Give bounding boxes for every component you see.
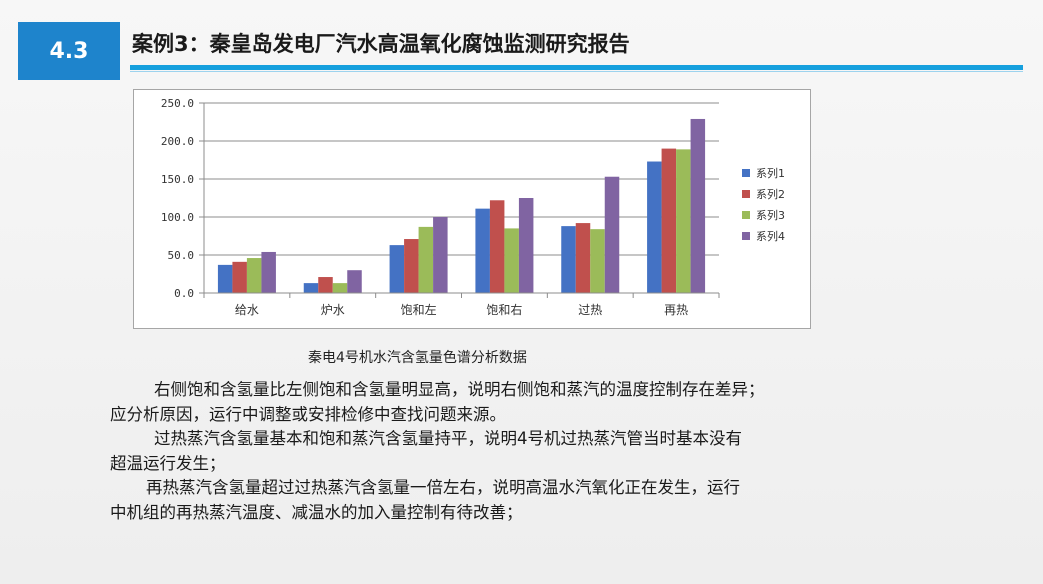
bar-2-4	[489, 200, 505, 293]
bar-2-3	[404, 239, 419, 293]
paragraph-3-line-2: 中机组的再热蒸汽温度、减温水的加入量控制有待改善；	[110, 502, 523, 522]
bar-1-5	[561, 226, 576, 293]
y-tick-label: 250.0	[161, 97, 194, 110]
y-tick-label: 100.0	[161, 211, 194, 224]
x-category-label: 再热	[664, 303, 688, 317]
bar-2-1	[232, 261, 247, 293]
x-category-label: 过热	[578, 303, 602, 317]
legend-swatch-3	[742, 211, 750, 219]
x-category-label: 给水	[235, 303, 259, 317]
paragraph-1-line-1: 右侧饱和含氢量比左侧饱和含氢量明显高，说明右侧饱和蒸汽的温度控制存在差异；	[154, 380, 765, 399]
paragraph-1-line-2: 应分析原因，运行中调整或安排检修中查找问题来源。	[110, 404, 506, 424]
bar-1-6	[647, 161, 662, 293]
y-tick-label: 150.0	[161, 173, 194, 186]
legend-swatch-2	[742, 190, 750, 198]
section-number-badge: 4.3	[18, 22, 120, 80]
legend-label-4: 系列4	[756, 229, 785, 243]
x-category-label: 饱和右	[486, 302, 522, 317]
x-category-label: 炉水	[321, 303, 345, 317]
paragraph-2-line-2: 超温运行发生；	[110, 453, 226, 473]
bar-1-2	[303, 283, 319, 293]
bar-3-3	[418, 226, 434, 293]
paragraph-2-line-1: 过热蒸汽含氢量基本和饱和蒸汽含氢量持平，说明4号机过热蒸汽管当时基本没有	[154, 429, 742, 448]
bar-4-2	[347, 270, 362, 293]
legend-label-2: 系列2	[756, 187, 785, 201]
y-tick-label: 50.0	[168, 249, 195, 262]
legend-label-1: 系列1	[756, 166, 785, 180]
legend-swatch-1	[742, 169, 750, 177]
bar-3-5	[590, 229, 605, 293]
slide-title: 案例3：秦皇岛发电厂汽水高温氧化腐蚀监测研究报告	[132, 32, 630, 56]
bar-1-1	[217, 264, 233, 293]
bar-4-6	[690, 118, 706, 294]
bar-1-3	[389, 245, 405, 293]
bar-chart: 0.0 50.0 100.0 150.0 200.0 250.0 给水 炉水 饱和左 饱和右 过热 再…	[133, 89, 811, 329]
bar-3-1	[246, 258, 262, 293]
paragraph-3-line-1: 再热蒸汽含氢量超过过热蒸汽含氢量一倍左右，说明高温水汽氧化正在发生，运行	[146, 478, 740, 497]
chart-caption: 秦电4号机水汽含氢量色谱分析数据	[308, 350, 527, 366]
bar-3-6	[676, 149, 691, 293]
bar-3-2	[332, 283, 348, 293]
bar-4-3	[433, 217, 448, 293]
bar-4-4	[518, 198, 534, 293]
bar-1-4	[475, 208, 490, 293]
bar-2-5	[575, 223, 591, 293]
body-text: 右侧饱和含氢量比左侧饱和含氢量明显高，说明右侧饱和蒸汽的温度控制存在差异； 应分…	[110, 378, 910, 525]
bar-4-1	[261, 251, 276, 293]
y-tick-label: 0.0	[174, 287, 194, 300]
bar-2-2	[318, 277, 333, 293]
x-category-label: 饱和左	[401, 302, 437, 317]
bar-3-4	[504, 228, 519, 293]
title-underline	[130, 65, 1023, 70]
bar-4-5	[604, 176, 620, 293]
bar-2-6	[661, 148, 677, 293]
y-tick-label: 200.0	[161, 135, 194, 148]
legend-swatch-4	[742, 232, 750, 240]
title-underline-thin	[130, 71, 1023, 72]
legend-label-3: 系列3	[756, 208, 785, 222]
bar-chart-svg: 0.0 50.0 100.0 150.0 200.0 250.0 给水 炉水 饱和左 饱和右 过热 再…	[161, 97, 785, 317]
